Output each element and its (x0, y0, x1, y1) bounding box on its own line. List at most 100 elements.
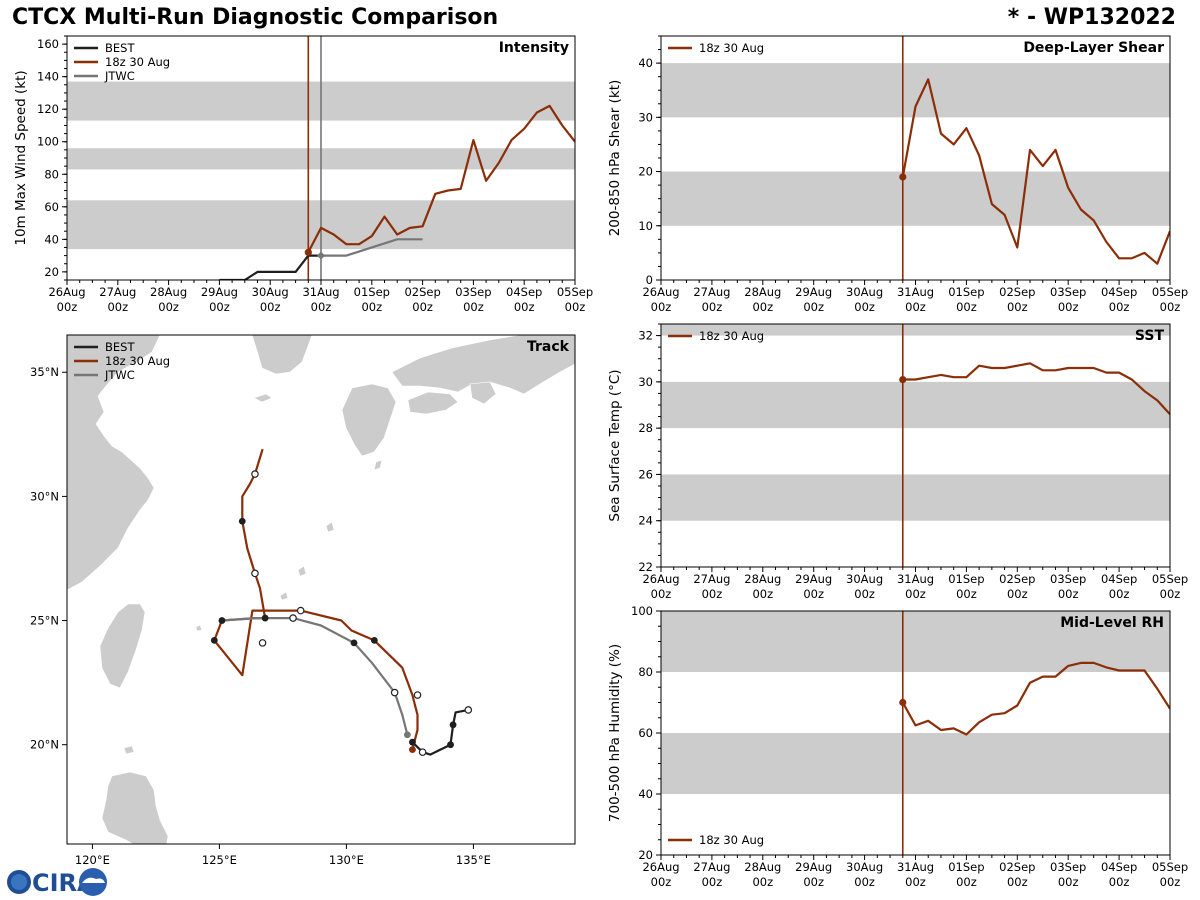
intensity-ytick-label: 120 (37, 102, 59, 116)
rh-run-start-marker (899, 698, 907, 707)
intensity-xtick-label: 01Sep (354, 285, 390, 299)
track-marker-filled (370, 637, 378, 644)
rh-plot-area (661, 611, 1170, 855)
rh-ytick-label: 20 (638, 848, 653, 862)
land-luzon (101, 771, 169, 844)
land-taiwan (99, 603, 146, 689)
shear-plot-area (661, 36, 1170, 280)
shear-ytick-label: 0 (646, 273, 653, 287)
shear-xtick-label: 01Sep (948, 285, 984, 299)
intensity-xtick-label: 29Aug (201, 285, 238, 299)
land-masses (67, 335, 575, 844)
track-marker-hollow (296, 606, 305, 615)
track-marker-hollow (464, 706, 473, 714)
land-ryukyu (195, 459, 383, 632)
intensity-run-start-marker (304, 248, 312, 256)
track-xtick-label: 135°E (456, 853, 491, 867)
intensity-legend-label: BEST (105, 41, 135, 55)
intensity-legend-label: 18z 30 Aug (105, 55, 170, 69)
rh-xtick-sublabel: 00z (1160, 875, 1181, 889)
shear-xtick-sublabel: 00z (752, 300, 773, 314)
track-marker-filled (409, 746, 416, 754)
track-ytick-label: 35°N (30, 365, 59, 379)
shear-ytick-label: 20 (638, 165, 653, 179)
sst-xtick-label: 03Sep (1050, 572, 1086, 586)
rh-xtick-sublabel: 00z (956, 875, 977, 889)
rh-xtick-label: 26Aug (642, 860, 679, 874)
intensity-xtick-sublabel: 00z (107, 300, 128, 314)
intensity-series-18z-30-aug (307, 104, 575, 253)
rh-frame (660, 610, 1171, 856)
rh-xtick-sublabel: 00z (1109, 875, 1130, 889)
track-marker-hollow (289, 614, 297, 622)
shear-panel: 26Aug00z27Aug00z28Aug00z29Aug00z30Aug00z… (607, 35, 1188, 314)
shear-ytick-label: 30 (638, 110, 653, 124)
rh-ytick-label: 40 (638, 787, 653, 801)
rh-ylabel: 700-500 hPa Humidity (%) (607, 644, 623, 822)
shear-xtick-label: 30Aug (846, 285, 883, 299)
rh-xtick-label: 05Sep (1152, 860, 1188, 874)
track-ytick-label: 30°N (30, 489, 59, 503)
rh-panel: 26Aug00z27Aug00z28Aug00z29Aug00z30Aug00z… (607, 604, 1188, 889)
track-background (67, 335, 575, 844)
shear-xtick-sublabel: 00z (905, 300, 926, 314)
shear-xtick-sublabel: 00z (803, 300, 824, 314)
intensity-xtick-label: 26Aug (48, 285, 85, 299)
track-marker-hollow (390, 688, 399, 697)
intensity-ytick-label: 60 (44, 200, 59, 214)
intensity-series-best (219, 254, 321, 280)
track-marker-filled (238, 517, 246, 525)
land-shikoku (407, 391, 459, 415)
sst-panel: 26Aug00z27Aug00z28Aug00z29Aug00z30Aug00z… (607, 323, 1188, 601)
track-ytick-label: 25°N (30, 614, 59, 628)
intensity-legend-label: JTWC (104, 69, 135, 83)
intensity-ylabel: 10m Max Wind Speed (kt) (13, 70, 29, 245)
intensity-ytick-label: 140 (37, 70, 59, 84)
sst-ytick-label: 24 (638, 514, 653, 528)
sst-xtick-sublabel: 00z (752, 587, 773, 601)
intensity-xtick-sublabel: 00z (57, 300, 78, 314)
intensity-ytick-label: 20 (44, 265, 59, 279)
track-legend-label: 18z 30 Aug (105, 354, 170, 368)
shear-xtick-label: 04Sep (1101, 285, 1137, 299)
sst-xtick-label: 02Sep (999, 572, 1035, 586)
track-marker-filled (218, 617, 226, 624)
shear-title: Deep-Layer Shear (1023, 40, 1164, 56)
intensity-xtick-label: 28Aug (150, 285, 187, 299)
storm-id: * - WP132022 (1007, 5, 1176, 30)
intensity-xtick-sublabel: 00z (209, 300, 230, 314)
track-xtick-label: 130°E (329, 853, 364, 867)
shear-xtick-sublabel: 00z (1058, 300, 1079, 314)
sst-run-start-marker (899, 375, 907, 384)
sst-xtick-label: 28Aug (744, 572, 781, 586)
shear-xtick-label: 27Aug (693, 285, 730, 299)
shear-xtick-sublabel: 00z (1160, 300, 1181, 314)
land-kyushu (341, 383, 397, 457)
rh-xtick-label: 03Sep (1050, 860, 1086, 874)
shear-series-18z-30-aug (901, 78, 1170, 265)
sst-xtick-sublabel: 00z (803, 587, 824, 601)
sst-xtick-sublabel: 00z (905, 587, 926, 601)
intensity-frame (66, 35, 576, 281)
shear-xtick-label: 03Sep (1050, 285, 1086, 299)
intensity-plot-area (67, 36, 575, 280)
rh-xtick-sublabel: 00z (905, 875, 926, 889)
rh-xtick-label: 28Aug (744, 860, 781, 874)
rh-series-18z-30-aug (901, 661, 1170, 736)
rh-xtick-sublabel: 00z (854, 875, 875, 889)
intensity-xtick-sublabel: 00z (412, 300, 433, 314)
land-honshu (391, 335, 575, 395)
rh-xtick-sublabel: 00z (651, 875, 672, 889)
shear-xtick-label: 31Aug (897, 285, 934, 299)
land-kii (469, 381, 497, 405)
sst-xtick-label: 31Aug (897, 572, 934, 586)
sst-xtick-label: 04Sep (1101, 572, 1137, 586)
shear-xtick-label: 05Sep (1152, 285, 1188, 299)
sst-xtick-sublabel: 00z (702, 587, 723, 601)
rh-xtick-label: 01Sep (948, 860, 984, 874)
sst-xtick-label: 29Aug (795, 572, 832, 586)
intensity-xtick-label: 30Aug (252, 285, 289, 299)
sst-xtick-sublabel: 00z (1058, 587, 1079, 601)
intensity-series-jtwc (321, 238, 423, 257)
shear-xtick-label: 26Aug (642, 285, 679, 299)
